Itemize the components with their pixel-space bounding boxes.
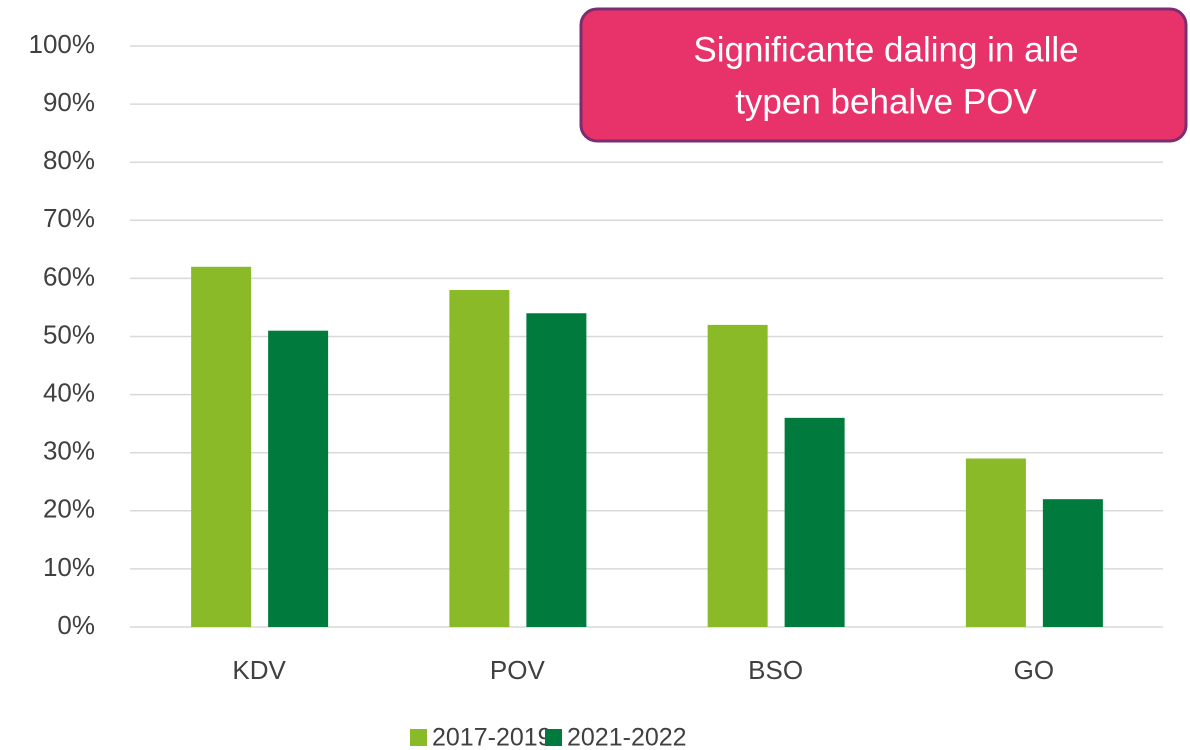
- legend-swatch: [545, 729, 562, 746]
- annotation-text: Significante daling in alle: [693, 30, 1078, 69]
- y-tick-label: 100%: [29, 29, 96, 59]
- bar: [707, 324, 768, 627]
- x-tick-label: POV: [490, 655, 546, 685]
- y-tick-label: 90%: [43, 87, 95, 117]
- bar: [268, 330, 329, 627]
- annotation-text: typen behalve POV: [735, 82, 1037, 121]
- annotation-box: [579, 7, 1188, 143]
- y-tick-label: 10%: [43, 552, 95, 582]
- y-tick-label: 70%: [43, 203, 95, 233]
- y-tick-label: 30%: [43, 436, 95, 466]
- legend-label: 2017-2019: [432, 724, 552, 750]
- y-tick-label: 20%: [43, 494, 95, 524]
- x-tick-label: BSO: [748, 655, 803, 685]
- bar: [449, 290, 510, 627]
- legend-swatch: [410, 729, 427, 746]
- bar: [191, 266, 252, 627]
- y-tick-label: 40%: [43, 377, 95, 407]
- y-tick-label: 80%: [43, 145, 95, 175]
- bar: [965, 458, 1026, 627]
- bar: [1042, 499, 1103, 627]
- y-tick-label: 60%: [43, 261, 95, 291]
- y-tick-label: 0%: [57, 610, 95, 640]
- legend-label: 2021-2022: [567, 724, 687, 750]
- x-tick-label: GO: [1014, 655, 1054, 685]
- bar: [526, 313, 587, 627]
- y-tick-label: 50%: [43, 319, 95, 349]
- x-tick-label: KDV: [232, 655, 286, 685]
- bar: [784, 417, 845, 627]
